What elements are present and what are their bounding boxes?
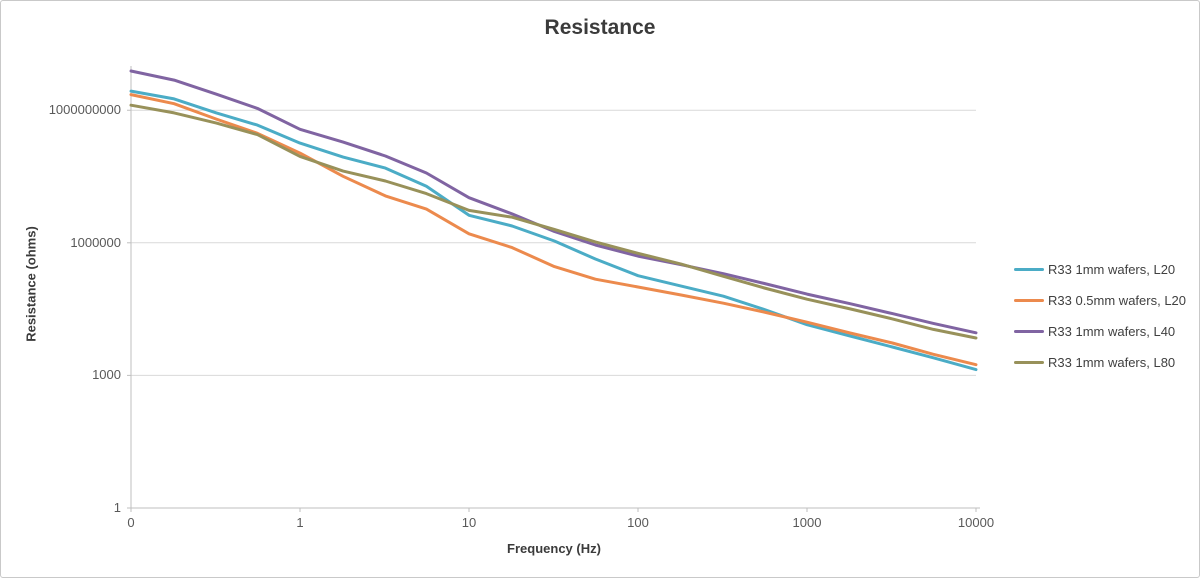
y-tick-label: 1000000 [70, 234, 121, 250]
x-tick-label: 10000 [957, 515, 995, 530]
x-tick-label: 1 [296, 515, 304, 530]
legend-entry: R33 1mm wafers, L40 [1014, 323, 1186, 339]
legend: R33 1mm wafers, L20 R33 0.5mm wafers, L20… [1014, 262, 1186, 386]
legend-label: R33 0.5mm wafers, L20 [1048, 292, 1187, 308]
series-line [129, 93, 978, 367]
y-tick-label: 1000000000 [48, 102, 121, 118]
y-tick-label: 1 [113, 500, 121, 515]
x-tick-label: 1000 [792, 515, 822, 530]
x-axis-title: Frequency (Hz) [507, 541, 601, 556]
legend-line-swatch [1014, 267, 1044, 271]
legend-label: R33 1mm wafers, L80 [1048, 354, 1176, 370]
legend-entry: R33 0.5mm wafers, L20 [1014, 292, 1187, 308]
series-line [129, 89, 978, 372]
x-tick-label: 10 [461, 515, 477, 530]
x-tick-label: 0 [127, 515, 135, 530]
legend-line-swatch [1014, 329, 1044, 333]
y-tick-label: 1000 [92, 367, 121, 383]
legend-label: R33 1mm wafers, L20 [1048, 261, 1176, 277]
legend-line-swatch [1014, 298, 1044, 302]
legend-entry: R33 1mm wafers, L20 [1014, 261, 1186, 277]
legend-entry: R33 1mm wafers, L80 [1014, 354, 1186, 370]
y-axis-title: Resistance (ohms) [23, 226, 39, 342]
chart-title: Resistance [544, 16, 656, 39]
x-tick-label: 100 [627, 515, 649, 530]
series-line [129, 69, 978, 335]
legend-label: R33 1mm wafers, L40 [1048, 323, 1176, 339]
legend-line-swatch [1014, 360, 1044, 364]
series-line [129, 103, 978, 340]
